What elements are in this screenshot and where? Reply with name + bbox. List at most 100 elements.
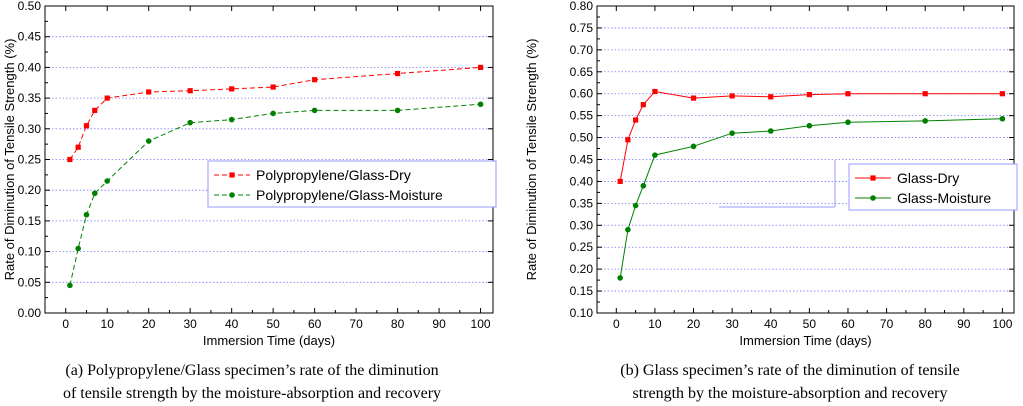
caption-line: strength by the moisture-absorption and … bbox=[632, 385, 947, 402]
data-point bbox=[477, 101, 484, 108]
y-tick-label: 0.70 bbox=[570, 43, 594, 57]
legend: Polypropylene/Glass-Dry Polypropylene/Gla… bbox=[207, 160, 497, 208]
data-point bbox=[625, 137, 631, 143]
y-tick-label: 0.20 bbox=[570, 262, 594, 276]
data-point bbox=[999, 115, 1006, 122]
x-axis-title: Immersion Time (days) bbox=[739, 333, 871, 348]
data-point bbox=[145, 138, 152, 144]
legend-marker bbox=[229, 192, 235, 198]
y-tick-label: 0.00 bbox=[18, 306, 42, 320]
chart-b: 0.10 0.15 0.20 0.25 0.30 0.35 0.40 0.45 0.50 0.55… bbox=[524, 0, 1018, 402]
y-tick-label: 0.25 bbox=[570, 240, 594, 254]
y-tick-label: 0.15 bbox=[570, 284, 594, 298]
data-point bbox=[632, 202, 639, 209]
data-point bbox=[67, 282, 73, 289]
y-tick-label: 0.30 bbox=[570, 218, 594, 232]
data-point bbox=[640, 183, 647, 189]
data-point bbox=[633, 117, 639, 123]
y-tick-label: 0.35 bbox=[18, 91, 42, 105]
data-point bbox=[394, 70, 401, 77]
caption-line: (a) Polypropylene/Glass specimen’s rate … bbox=[65, 362, 438, 379]
data-point bbox=[104, 95, 110, 101]
data-point bbox=[91, 190, 98, 197]
data-point bbox=[845, 91, 851, 97]
y-tick-label: 0.30 bbox=[18, 122, 42, 136]
series-line bbox=[69, 66, 481, 160]
y-tick-label: 0.10 bbox=[570, 306, 594, 320]
data-point bbox=[690, 95, 697, 101]
y-tick-label: 0.45 bbox=[18, 30, 42, 44]
series-line bbox=[619, 90, 1003, 182]
data-point bbox=[187, 119, 193, 126]
data-point bbox=[922, 91, 928, 97]
x-axis: 0 10 20 30 40 50 60 70 80 90 100 bbox=[613, 6, 1013, 331]
grid bbox=[45, 36, 493, 283]
y-tick-label: 0.80 bbox=[570, 0, 594, 13]
x-tick-label: 10 bbox=[648, 317, 662, 331]
data-point bbox=[652, 88, 658, 95]
series-line bbox=[69, 103, 481, 286]
y-tick-label: 0.20 bbox=[18, 183, 42, 197]
y-tick-label: 0.40 bbox=[570, 174, 594, 188]
x-tick-label: 70 bbox=[349, 317, 363, 331]
series-glass-moisture bbox=[617, 115, 1006, 281]
data-point bbox=[640, 102, 646, 108]
y-tick-label: 0.65 bbox=[570, 65, 594, 79]
x-tick-label: 50 bbox=[266, 317, 280, 331]
data-point bbox=[311, 107, 318, 114]
x-tick-label: 30 bbox=[184, 317, 198, 331]
legend-box bbox=[207, 160, 497, 208]
data-point bbox=[922, 118, 928, 124]
data-point bbox=[625, 226, 631, 233]
data-point bbox=[729, 93, 735, 99]
caption-line: of tensile strength by the moisture-abso… bbox=[63, 385, 441, 402]
legend-marker bbox=[229, 172, 235, 178]
data-point bbox=[104, 178, 111, 184]
data-point bbox=[767, 128, 774, 134]
y-tick-label: 0.60 bbox=[570, 87, 594, 101]
series-glass-dry bbox=[617, 88, 1006, 185]
data-point bbox=[75, 144, 81, 150]
y-axis-title: Rate of Diminution of Tensile Strength (… bbox=[2, 39, 17, 281]
legend-label: Glass-Dry bbox=[897, 170, 959, 186]
legend-label: Polypropylene/Glass-Dry bbox=[256, 167, 411, 183]
y-tick-label: 0.10 bbox=[18, 245, 42, 259]
data-point bbox=[229, 86, 235, 92]
series-polypropylene-glass-moisture bbox=[67, 101, 484, 289]
data-point bbox=[312, 77, 318, 83]
data-point bbox=[270, 84, 276, 90]
y-axis-title: Rate of Diminution of Tensile Strength (… bbox=[524, 39, 539, 281]
y-axis: 0.10 0.15 0.20 0.25 0.30 0.35 0.40 0.45 0.50 0.55… bbox=[570, 0, 1014, 320]
legend-marker bbox=[870, 195, 876, 201]
x-tick-label: 0 bbox=[613, 317, 620, 331]
x-tick-label: 50 bbox=[803, 317, 817, 331]
data-point bbox=[768, 94, 774, 100]
x-tick-label: 20 bbox=[687, 317, 701, 331]
y-tick-label: 0.25 bbox=[18, 153, 42, 167]
data-point bbox=[75, 245, 81, 252]
data-point bbox=[617, 178, 623, 185]
data-point bbox=[806, 122, 813, 129]
y-tick-label: 0.05 bbox=[18, 275, 42, 289]
data-point bbox=[617, 275, 623, 281]
data-point bbox=[394, 107, 401, 114]
series-polypropylene-glass-dry bbox=[67, 64, 484, 163]
series-line bbox=[619, 118, 1003, 278]
legend-marker bbox=[870, 175, 876, 181]
data-point bbox=[228, 116, 235, 123]
y-axis: 0.00 0.05 0.10 0.15 0.20 0.25 0.30 0.35 0.40 0.45… bbox=[18, 0, 493, 320]
x-axis-title: Immersion Time (days) bbox=[203, 333, 335, 348]
x-tick-label: 80 bbox=[391, 317, 405, 331]
data-point bbox=[690, 143, 697, 150]
x-tick-label: 60 bbox=[841, 317, 855, 331]
legend-box bbox=[848, 163, 1018, 211]
x-tick-label: 80 bbox=[919, 317, 933, 331]
x-tick-label: 0 bbox=[62, 317, 69, 331]
legend-label: Polypropylene/Glass-Moisture bbox=[256, 187, 443, 203]
data-point bbox=[477, 64, 484, 70]
x-tick-label: 40 bbox=[764, 317, 778, 331]
x-tick-label: 100 bbox=[471, 317, 491, 331]
y-tick-label: 0.55 bbox=[570, 109, 594, 123]
chart-a: 0.00 0.05 0.10 0.15 0.20 0.25 0.30 0.35 0.40 0.45… bbox=[2, 0, 497, 402]
